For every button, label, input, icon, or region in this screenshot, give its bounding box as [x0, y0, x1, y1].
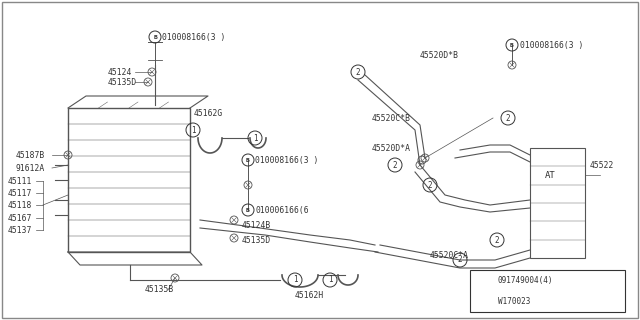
Text: 1: 1: [479, 277, 483, 283]
Text: 2: 2: [506, 114, 510, 123]
Text: 45167: 45167: [8, 213, 33, 222]
Text: 091749004(4): 091749004(4): [498, 276, 554, 284]
Text: 2: 2: [428, 180, 432, 189]
Text: 45162G: 45162G: [194, 108, 223, 117]
Text: 45135B: 45135B: [145, 285, 174, 294]
Text: 45522: 45522: [590, 161, 614, 170]
Text: 45124: 45124: [108, 68, 132, 76]
Text: 45187B: 45187B: [16, 150, 45, 159]
Text: 45520D*A: 45520D*A: [372, 143, 411, 153]
Bar: [530, 148, 585, 258]
Text: W170023: W170023: [498, 297, 531, 306]
Bar: [470, 270, 625, 312]
Text: 2: 2: [393, 161, 397, 170]
Text: B: B: [153, 35, 157, 39]
Text: 45135D: 45135D: [108, 77, 137, 86]
Text: 45520C*A: 45520C*A: [430, 251, 469, 260]
Text: 91612A: 91612A: [16, 164, 45, 172]
Text: 1: 1: [191, 125, 195, 134]
Text: 010008166(3 ): 010008166(3 ): [255, 156, 318, 164]
Text: 45118: 45118: [8, 201, 33, 210]
Text: 45162H: 45162H: [295, 291, 324, 300]
Text: 45111: 45111: [8, 177, 33, 186]
Text: 010006166(6: 010006166(6: [255, 205, 308, 214]
Text: 010008166(3 ): 010008166(3 ): [520, 41, 584, 50]
Text: 2: 2: [458, 255, 462, 265]
Text: 2: 2: [479, 298, 483, 304]
Text: 1: 1: [328, 276, 332, 284]
Text: 45520C*B: 45520C*B: [372, 114, 411, 123]
Text: B: B: [510, 43, 514, 47]
Text: 010008166(3 ): 010008166(3 ): [162, 33, 225, 42]
Text: 45117: 45117: [8, 188, 33, 197]
Text: 45124B: 45124B: [242, 220, 271, 229]
Text: AT: AT: [545, 171, 556, 180]
Text: 1: 1: [253, 133, 257, 142]
Text: 45520D*B: 45520D*B: [420, 51, 459, 60]
Text: 2: 2: [495, 236, 499, 244]
Text: B: B: [246, 207, 250, 212]
Text: 45137: 45137: [8, 226, 33, 235]
Text: B: B: [246, 157, 250, 163]
Text: 1: 1: [292, 276, 298, 284]
Text: 45135D: 45135D: [242, 236, 271, 244]
Text: A450001100: A450001100: [579, 306, 625, 315]
Text: 2: 2: [356, 68, 360, 76]
